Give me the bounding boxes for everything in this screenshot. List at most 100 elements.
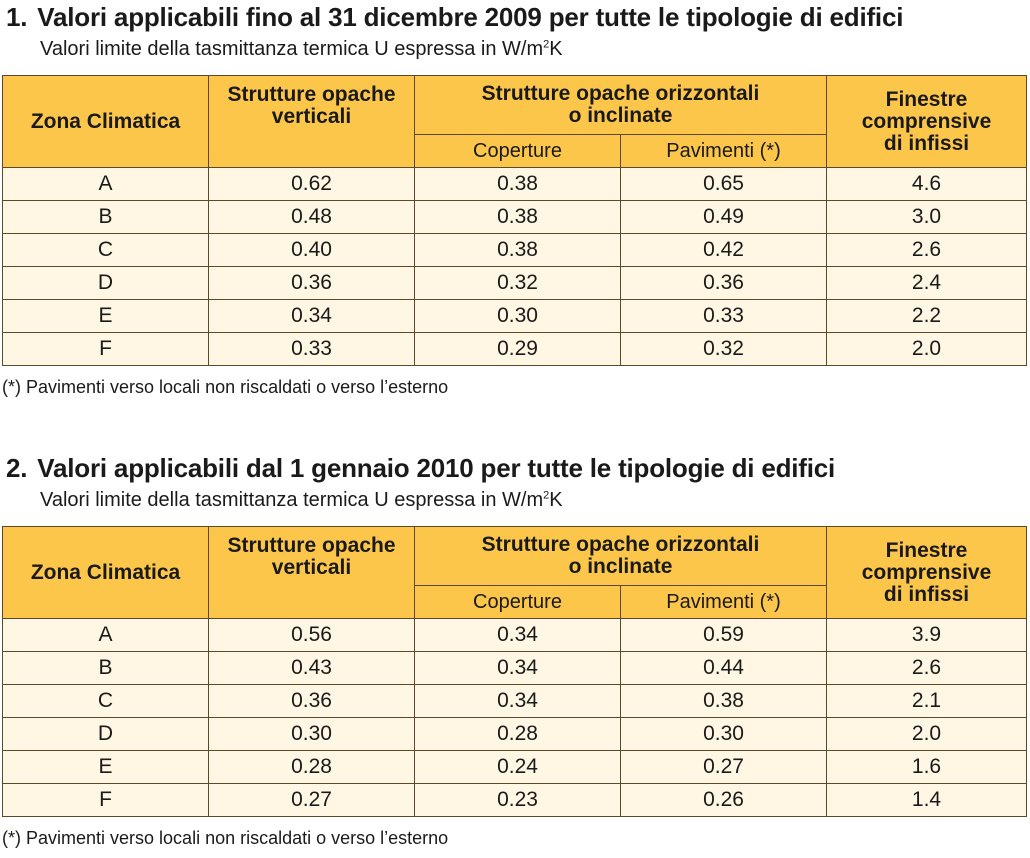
cell-finestre: 2.0: [826, 332, 1027, 366]
cell-finestre: 2.6: [826, 651, 1027, 685]
subtitle-unit-suffix: K: [549, 489, 563, 511]
cell-zona: C: [2, 684, 209, 718]
cell-coperture: 0.34: [414, 684, 621, 718]
cell-finestre: 4.6: [826, 167, 1027, 201]
cell-finestre: 1.6: [826, 750, 1027, 784]
cell-coperture: 0.38: [414, 167, 621, 201]
cell-coperture: 0.32: [414, 266, 621, 300]
transmittance-table: Zona Climatica Strutture opache vertical…: [2, 526, 1027, 817]
table-row: D 0.36 0.32 0.36 2.4: [2, 266, 1027, 300]
subtitle-text: Valori limite della tasmittanza termica …: [40, 489, 544, 511]
table-row: A 0.56 0.34 0.59 3.9: [2, 618, 1027, 652]
cell-verticali: 0.36: [208, 684, 415, 718]
cell-coperture: 0.34: [414, 618, 621, 652]
cell-verticali: 0.62: [208, 167, 415, 201]
cell-zona: C: [2, 233, 209, 267]
cell-zona: E: [2, 299, 209, 333]
footnote: (*) Pavimenti verso locali non riscaldat…: [2, 828, 449, 848]
subtitle-text: Valori limite della tasmittanza termica …: [40, 38, 544, 60]
cell-verticali: 0.48: [208, 200, 415, 234]
section-title-text: Valori applicabili fino al 31 dicembre 2…: [37, 2, 904, 32]
cell-verticali: 0.34: [208, 299, 415, 333]
cell-finestre: 2.1: [826, 684, 1027, 718]
table-row: F 0.33 0.29 0.32 2.0: [2, 332, 1027, 366]
subtitle-superscript: 2: [543, 489, 550, 502]
cell-coperture: 0.28: [414, 717, 621, 751]
subtitle-unit-suffix: K: [549, 38, 563, 60]
table-row: F 0.27 0.23 0.26 1.4: [2, 783, 1027, 817]
table-row: D 0.30 0.28 0.30 2.0: [2, 717, 1027, 751]
section-title: 2. Valori applicabili dal 1 gennaio 2010 …: [6, 453, 835, 484]
cell-zona: F: [2, 332, 209, 366]
cell-coperture: 0.23: [414, 783, 621, 817]
cell-finestre: 2.2: [826, 299, 1027, 333]
cell-zona: E: [2, 750, 209, 784]
cell-verticali: 0.56: [208, 618, 415, 652]
cell-zona: F: [2, 783, 209, 817]
cell-pavimenti: 0.26: [620, 783, 827, 817]
cell-coperture: 0.38: [414, 233, 621, 267]
cell-zona: A: [2, 167, 209, 201]
subtitle-superscript: 2: [543, 38, 550, 51]
cell-pavimenti: 0.36: [620, 266, 827, 300]
section-subtitle: Valori limite della tasmittanza termica …: [40, 38, 563, 61]
cell-pavimenti: 0.44: [620, 651, 827, 685]
header-pavimenti: Pavimenti (*): [620, 134, 827, 168]
cell-coperture: 0.38: [414, 200, 621, 234]
header-pavimenti: Pavimenti (*): [620, 585, 827, 619]
table-row: E 0.34 0.30 0.33 2.2: [2, 299, 1027, 333]
cell-zona: B: [2, 200, 209, 234]
section-subtitle: Valori limite della tasmittanza termica …: [40, 489, 563, 512]
cell-verticali: 0.33: [208, 332, 415, 366]
cell-finestre: 2.4: [826, 266, 1027, 300]
cell-finestre: 3.0: [826, 200, 1027, 234]
table-row: B 0.43 0.34 0.44 2.6: [2, 651, 1027, 685]
cell-zona: D: [2, 717, 209, 751]
cell-zona: D: [2, 266, 209, 300]
cell-zona: B: [2, 651, 209, 685]
transmittance-table: Zona Climatica Strutture opache vertical…: [2, 75, 1027, 366]
cell-verticali: 0.30: [208, 717, 415, 751]
cell-coperture: 0.24: [414, 750, 621, 784]
cell-pavimenti: 0.59: [620, 618, 827, 652]
header-zona: Zona Climatica: [2, 526, 209, 619]
cell-verticali: 0.36: [208, 266, 415, 300]
cell-pavimenti: 0.27: [620, 750, 827, 784]
cell-coperture: 0.30: [414, 299, 621, 333]
section-number: 2.: [6, 453, 28, 483]
table-row: B 0.48 0.38 0.49 3.0: [2, 200, 1027, 234]
header-coperture: Coperture: [414, 585, 621, 619]
cell-pavimenti: 0.32: [620, 332, 827, 366]
section-title-text: Valori applicabili dal 1 gennaio 2010 pe…: [37, 453, 836, 483]
section-number: 1.: [6, 2, 28, 32]
cell-pavimenti: 0.38: [620, 684, 827, 718]
cell-verticali: 0.40: [208, 233, 415, 267]
table-row: C 0.40 0.38 0.42 2.6: [2, 233, 1027, 267]
section-title: 1. Valori applicabili fino al 31 dicembre…: [6, 2, 903, 33]
cell-pavimenti: 0.42: [620, 233, 827, 267]
cell-pavimenti: 0.65: [620, 167, 827, 201]
cell-pavimenti: 0.33: [620, 299, 827, 333]
cell-pavimenti: 0.49: [620, 200, 827, 234]
header-orizzontali: Strutture opache orizzontali o inclinate: [414, 75, 827, 135]
cell-verticali: 0.43: [208, 651, 415, 685]
header-finestre: Finestre comprensive di infissi: [826, 75, 1027, 168]
cell-zona: A: [2, 618, 209, 652]
header-verticali: Strutture opache verticali: [208, 526, 415, 619]
footnote: (*) Pavimenti verso locali non riscaldat…: [2, 377, 449, 397]
header-coperture: Coperture: [414, 134, 621, 168]
cell-finestre: 2.6: [826, 233, 1027, 267]
cell-finestre: 3.9: [826, 618, 1027, 652]
header-finestre: Finestre comprensive di infissi: [826, 526, 1027, 619]
header-zona: Zona Climatica: [2, 75, 209, 168]
header-orizzontali: Strutture opache orizzontali o inclinate: [414, 526, 827, 586]
header-verticali: Strutture opache verticali: [208, 75, 415, 168]
table-row: A 0.62 0.38 0.65 4.6: [2, 167, 1027, 201]
cell-verticali: 0.28: [208, 750, 415, 784]
cell-finestre: 1.4: [826, 783, 1027, 817]
cell-finestre: 2.0: [826, 717, 1027, 751]
cell-coperture: 0.29: [414, 332, 621, 366]
cell-coperture: 0.34: [414, 651, 621, 685]
cell-pavimenti: 0.30: [620, 717, 827, 751]
table-row: E 0.28 0.24 0.27 1.6: [2, 750, 1027, 784]
